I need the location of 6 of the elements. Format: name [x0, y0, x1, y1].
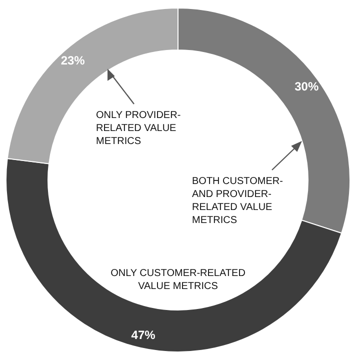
data-label: 47%: [131, 328, 156, 342]
slice-label: ONLY CUSTOMER-RELATED VALUE METRICS: [110, 268, 246, 292]
data-label: 30%: [294, 80, 319, 94]
data-label: 23%: [60, 54, 86, 68]
slice-label: ONLY PROVIDER-RELATED VALUE METRICS: [96, 110, 181, 147]
slice-label: BOTH CUSTOMER- AND PROVIDER-RELATED VALUE METRICS: [192, 176, 283, 226]
